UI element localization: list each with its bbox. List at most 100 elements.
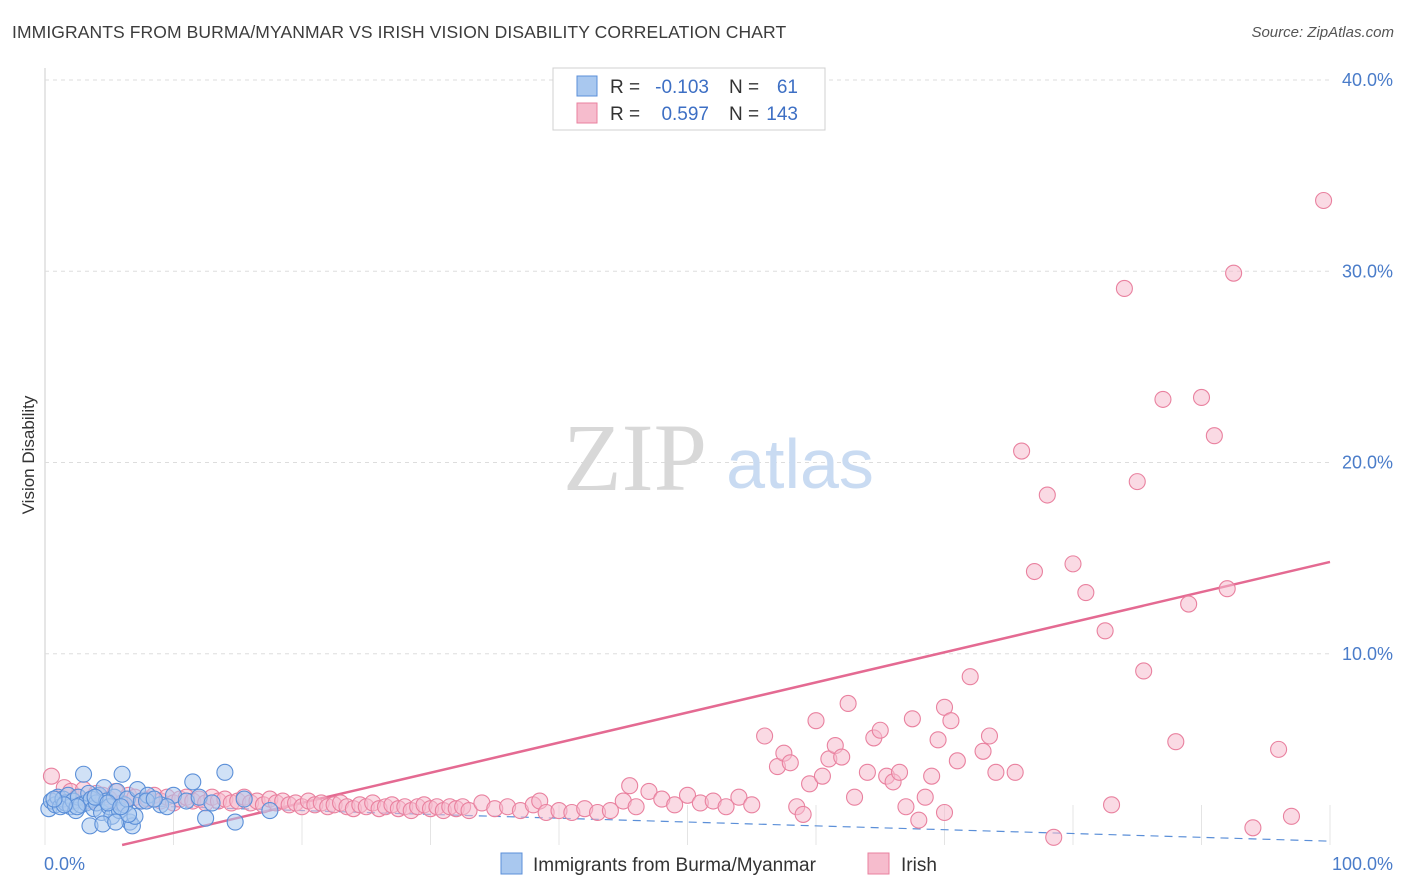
burma-point-46 — [235, 790, 253, 808]
irish-point-128 — [1064, 555, 1082, 573]
irish-point-115 — [929, 731, 947, 749]
irish-point-125 — [1025, 562, 1043, 581]
irish-point-106 — [871, 721, 889, 739]
y-axis-label: Vision Disability — [19, 395, 38, 514]
irish-point-103 — [845, 788, 864, 806]
irish-point-130 — [1096, 622, 1114, 640]
legend-n-label-burma: N = — [729, 77, 759, 98]
legend-swatch-irish — [576, 102, 598, 124]
burma-point-59 — [158, 798, 176, 816]
burma-point-56 — [112, 798, 130, 816]
burma-point-40 — [184, 773, 202, 791]
irish-point-140 — [1225, 264, 1243, 282]
irish-point-79 — [621, 777, 639, 795]
irish-point-98 — [813, 767, 831, 785]
legend-n-value-burma: 61 — [777, 77, 798, 98]
irish-point-65 — [460, 802, 478, 820]
burma-point-42 — [197, 809, 215, 827]
irish-point-112 — [910, 811, 928, 829]
irish-point-80 — [627, 798, 645, 816]
burma-point-28 — [113, 765, 131, 783]
watermark-zip: ZIP — [563, 404, 707, 511]
legend-r-value-irish: 0.597 — [661, 104, 709, 125]
irish-point-121 — [980, 727, 999, 745]
irish-point-143 — [1282, 807, 1300, 825]
irish-point-0 — [42, 767, 60, 785]
x-tick-label-0: 0.0% — [44, 854, 85, 874]
irish-point-110 — [897, 798, 915, 816]
irish-point-95 — [794, 805, 812, 823]
burma-point-44 — [216, 763, 234, 781]
y-tick-label-1: 20.0% — [1342, 453, 1393, 473]
legend-box: R = -0.103 N = 61 R = 0.597 N = 143 — [552, 67, 826, 131]
chart-title: IMMIGRANTS FROM BURMA/MYANMAR VS IRISH V… — [12, 22, 787, 42]
irish-point-93 — [781, 754, 799, 772]
burma-point-49 — [107, 813, 125, 831]
irish-point-141 — [1244, 819, 1262, 837]
irish-point-133 — [1135, 662, 1153, 680]
irish-point-120 — [974, 742, 992, 760]
irish-point-122 — [987, 763, 1005, 781]
irish-point-102 — [839, 694, 857, 713]
irish-point-146 — [935, 803, 954, 822]
irish-point-129 — [1077, 583, 1095, 602]
irish-point-111 — [903, 710, 921, 728]
bottom-legend-label-burma: Immigrants from Burma/Myanmar — [533, 855, 817, 876]
irish-point-144 — [1315, 191, 1333, 210]
irish-point-81 — [640, 782, 658, 801]
y-tick-label-0: 10.0% — [1342, 644, 1393, 664]
irish-point-134 — [1154, 390, 1172, 408]
burma-point-13 — [75, 765, 93, 783]
legend-n-value-irish: 143 — [766, 104, 798, 125]
legend-r-value-burma: -0.103 — [655, 77, 709, 98]
irish-point-90 — [756, 727, 774, 745]
irish-point-124 — [1013, 442, 1031, 460]
irish-point-142 — [1270, 740, 1288, 758]
legend-n-label-irish: N = — [729, 104, 759, 125]
irish-point-132 — [1128, 473, 1146, 491]
legend-swatch-burma — [576, 75, 598, 97]
irish-point-127 — [1045, 828, 1063, 846]
burma-point-58 — [261, 802, 279, 820]
irish-point-139 — [1218, 580, 1236, 598]
irish-point-119 — [961, 668, 979, 686]
irish-point-109 — [890, 763, 909, 781]
irish-point-117 — [942, 712, 960, 730]
burma-point-45 — [226, 813, 244, 831]
watermark-atlas: atlas — [726, 425, 874, 503]
irish-point-101 — [833, 748, 851, 766]
source-label: Source: ZipAtlas.com — [1251, 24, 1394, 41]
irish-point-126 — [1038, 486, 1056, 504]
irish-point-84 — [678, 786, 697, 804]
burma-point-60 — [145, 790, 163, 808]
irish-point-114 — [923, 767, 941, 785]
irish-point-96 — [801, 775, 819, 793]
irish-point-97 — [807, 712, 825, 730]
irish-point-104 — [858, 763, 876, 781]
irish-point-123 — [1006, 763, 1024, 781]
irish-point-89 — [743, 796, 761, 814]
irish-point-87 — [717, 798, 735, 816]
bottom-legend-swatch-burma — [500, 852, 523, 875]
legend-r-label-irish: R = — [610, 104, 640, 125]
irish-point-145 — [1115, 279, 1133, 298]
x-tick-label-1: 100.0% — [1332, 854, 1393, 874]
data-points — [40, 191, 1333, 846]
irish-point-137 — [1192, 388, 1211, 407]
y-tick-label-3: 40.0% — [1342, 70, 1393, 90]
irish-point-77 — [601, 802, 619, 820]
irish-point-138 — [1205, 427, 1223, 445]
irish-point-83 — [666, 796, 684, 814]
irish-point-131 — [1103, 796, 1121, 814]
irish-point-118 — [948, 752, 966, 770]
burma-point-53 — [45, 790, 63, 808]
axis-ticks: 10.0% 20.0% 30.0% 40.0% 0.0% 100.0% — [44, 70, 1393, 874]
y-tick-label-2: 30.0% — [1342, 261, 1393, 281]
bottom-legend-swatch-irish — [867, 852, 890, 875]
bottom-legend: Immigrants from Burma/Myanmar Irish — [500, 852, 937, 876]
irish-point-135 — [1167, 733, 1185, 751]
bottom-legend-label-irish: Irish — [901, 855, 937, 876]
irish-point-136 — [1180, 595, 1198, 613]
irish-point-113 — [916, 788, 934, 806]
